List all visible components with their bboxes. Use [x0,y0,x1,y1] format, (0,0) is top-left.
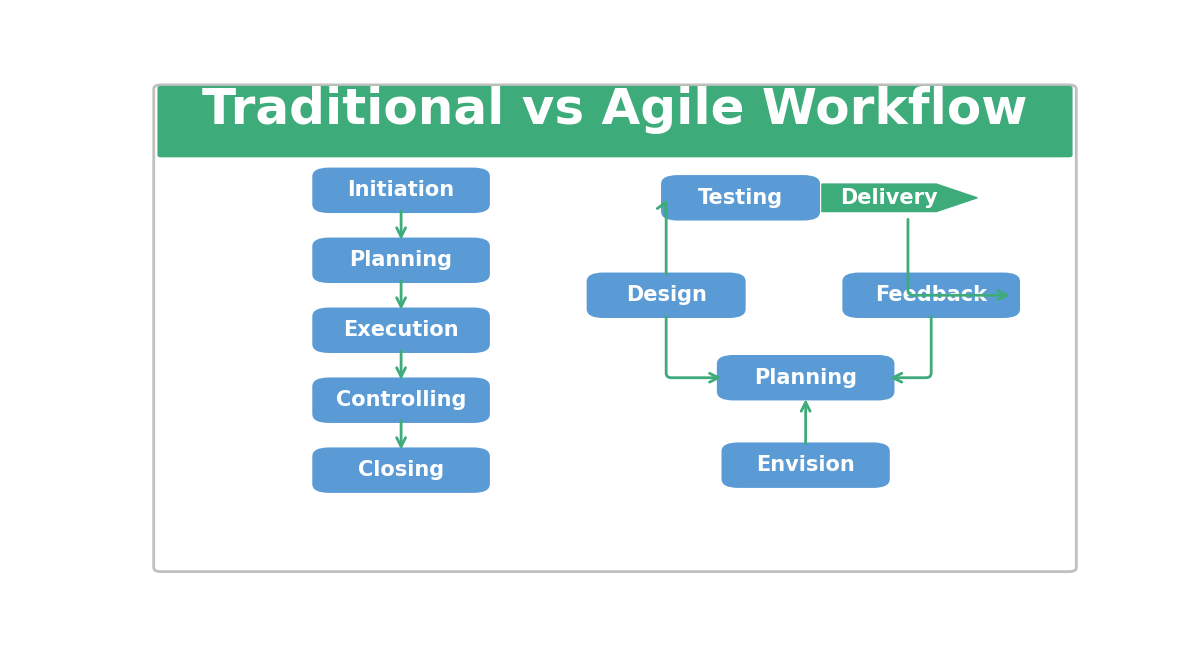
FancyBboxPatch shape [587,273,745,318]
Text: Closing: Closing [358,460,444,480]
FancyBboxPatch shape [312,378,490,423]
Text: Execution: Execution [343,320,458,340]
Text: Envision: Envision [756,455,856,475]
Text: Planning: Planning [754,368,857,387]
FancyBboxPatch shape [661,175,820,221]
Text: Delivery: Delivery [840,188,938,208]
Text: Design: Design [625,286,707,305]
Text: Planning: Planning [349,251,452,270]
Text: Traditional vs Agile Workflow: Traditional vs Agile Workflow [203,86,1027,134]
FancyBboxPatch shape [721,443,890,488]
FancyBboxPatch shape [154,85,1076,572]
Text: Testing: Testing [698,188,784,208]
FancyBboxPatch shape [312,447,490,493]
FancyBboxPatch shape [157,86,1073,157]
FancyBboxPatch shape [312,308,490,353]
FancyBboxPatch shape [842,273,1020,318]
FancyBboxPatch shape [312,238,490,283]
FancyBboxPatch shape [716,355,894,400]
Text: Initiation: Initiation [348,180,455,201]
Polygon shape [822,184,977,212]
FancyBboxPatch shape [312,167,490,213]
Text: Feedback: Feedback [875,286,988,305]
Text: Controlling: Controlling [336,390,467,410]
